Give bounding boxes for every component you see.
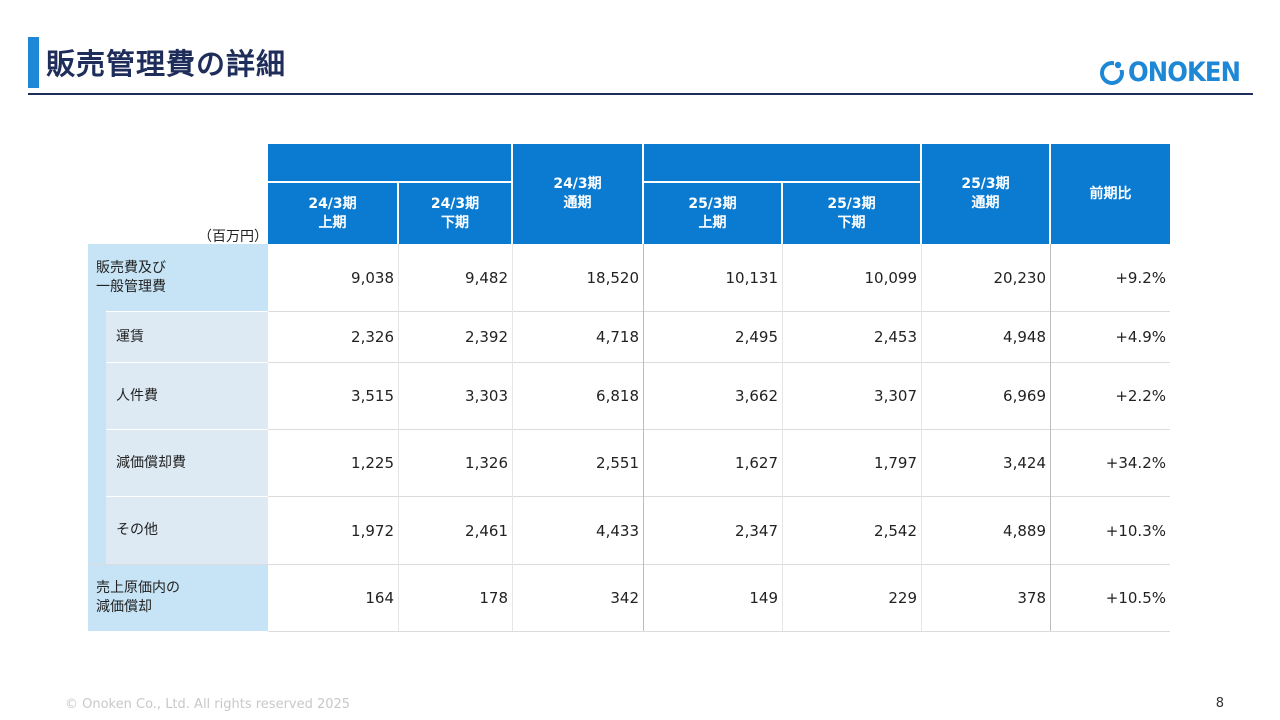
cell-24-1h: 3,515 [351, 387, 394, 405]
cell-24-full: 342 [610, 588, 639, 607]
cell-24-full: 18,520 [586, 268, 640, 287]
cell-25-1h: 10,131 [725, 268, 779, 287]
page-number: 8 [1215, 696, 1224, 711]
cell-24-1h: 9,038 [351, 268, 394, 287]
cell-yoy: +2.2% [1115, 387, 1166, 405]
row-label-other: その他 [106, 497, 268, 564]
col-divider [643, 244, 644, 631]
cell-24-full: 4,718 [596, 328, 639, 346]
cell-25-2h: 1,797 [874, 454, 917, 472]
cell-24-full: 2,551 [596, 454, 639, 472]
header-col-24-1h: 24/3期 上期 [268, 183, 397, 244]
cell-25-1h: 1,627 [735, 454, 778, 472]
sub-item-indent-strip [88, 311, 106, 564]
cell-25-1h: 3,662 [735, 387, 778, 405]
cell-25-full: 378 [1017, 588, 1046, 607]
cell-24-full: 6,818 [596, 387, 639, 405]
header-group-24 [268, 144, 511, 181]
cell-25-2h: 2,453 [874, 328, 917, 346]
logo-mark-icon [1099, 59, 1125, 85]
cell-25-full: 4,889 [1003, 521, 1046, 540]
row-divider [88, 564, 1170, 565]
col-divider [782, 244, 783, 631]
col-divider [398, 244, 399, 631]
row-label-depreciation: 減価償却費 [106, 430, 268, 496]
header-group-25 [644, 144, 920, 181]
cell-25-full: 3,424 [1003, 454, 1046, 472]
cell-yoy: +10.5% [1105, 588, 1166, 607]
row-divider [268, 429, 1170, 430]
row-label-personnel: 人件費 [106, 363, 268, 429]
cell-24-1h: 1,972 [351, 521, 394, 540]
cell-24-2h: 3,303 [465, 387, 508, 405]
unit-label: （百万円） [198, 229, 268, 245]
cell-24-2h: 1,326 [465, 454, 508, 472]
cell-25-2h: 3,307 [874, 387, 917, 405]
col-divider [921, 244, 922, 631]
cell-24-2h: 2,461 [465, 521, 508, 540]
row-divider [268, 362, 1170, 363]
cell-25-full: 4,948 [1003, 328, 1046, 346]
cell-25-1h: 149 [749, 588, 778, 607]
row-label-cogs-depreciation: 売上原価内の 減価償却 [88, 564, 268, 631]
header-col-25-1h: 25/3期 上期 [644, 183, 781, 244]
header-col-25-full: 25/3期 通期 [922, 144, 1049, 244]
cell-yoy: +10.3% [1105, 521, 1166, 540]
header-col-yoy: 前期比 [1051, 144, 1170, 244]
cell-24-2h: 2,392 [465, 328, 508, 346]
row-label-freight: 運賃 [106, 312, 268, 362]
row-divider [268, 496, 1170, 497]
cell-25-2h: 229 [888, 588, 917, 607]
page-title: 販売管理費の詳細 [46, 47, 287, 81]
cell-24-1h: 1,225 [351, 454, 394, 472]
cell-25-1h: 2,495 [735, 328, 778, 346]
cell-24-2h: 178 [479, 588, 508, 607]
header-col-25-2h: 25/3期 下期 [783, 183, 920, 244]
copyright: © Onoken Co., Ltd. All rights reserved 2… [65, 697, 351, 712]
cell-25-full: 6,969 [1003, 387, 1046, 405]
cell-yoy: +4.9% [1115, 328, 1166, 346]
row-label-sga: 販売費及び 一般管理費 [88, 244, 268, 311]
row-divider [268, 631, 1170, 632]
cell-25-1h: 2,347 [735, 521, 778, 540]
col-divider [512, 244, 513, 631]
cell-24-1h: 164 [365, 588, 394, 607]
cell-25-full: 20,230 [993, 268, 1047, 287]
header-col-24-2h: 24/3期 下期 [399, 183, 511, 244]
row-divider [268, 311, 1170, 312]
cell-24-2h: 9,482 [465, 268, 508, 287]
cell-24-1h: 2,326 [351, 328, 394, 346]
title-accent-bar [28, 37, 39, 88]
cell-24-full: 4,433 [596, 521, 639, 540]
logo-text: ONOKEN [1127, 56, 1241, 88]
cell-yoy: +34.2% [1105, 454, 1166, 472]
cell-25-2h: 2,542 [874, 521, 917, 540]
col-divider [1050, 244, 1051, 631]
title-underline [28, 93, 1253, 95]
onoken-logo: ONOKEN [1099, 55, 1252, 89]
header-col-24-full: 24/3期 通期 [513, 144, 642, 244]
cell-yoy: +9.2% [1115, 268, 1166, 287]
cell-25-2h: 10,099 [864, 268, 918, 287]
